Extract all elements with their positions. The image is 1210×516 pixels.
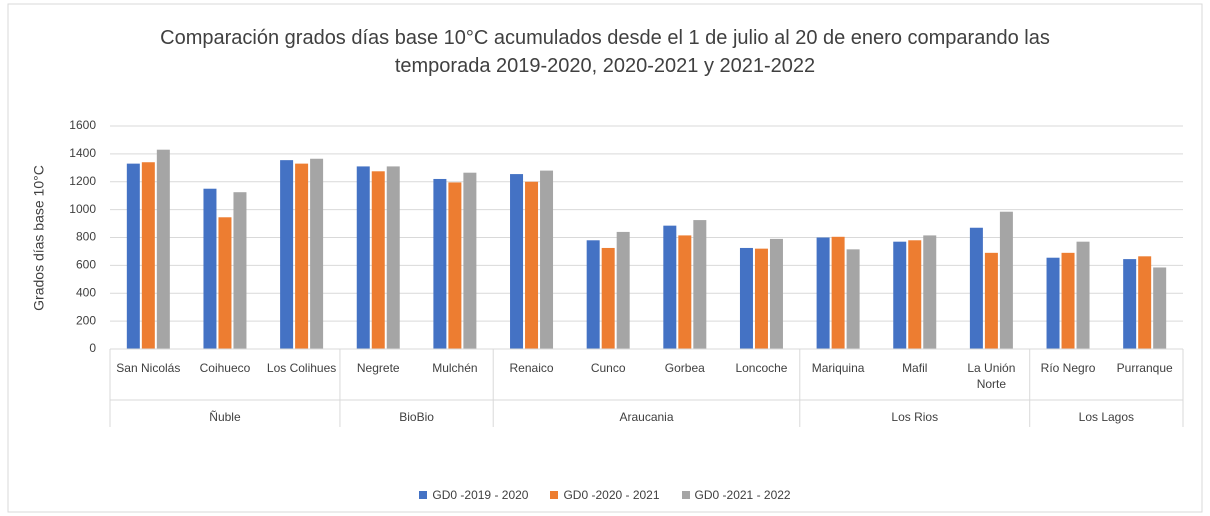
bar bbox=[233, 192, 247, 349]
x-tick-label: Renaico bbox=[509, 361, 554, 375]
bar bbox=[371, 171, 385, 349]
legend-label: GD0 -2019 - 2020 bbox=[432, 488, 529, 502]
bar bbox=[846, 249, 860, 349]
bar bbox=[356, 166, 370, 349]
bar bbox=[693, 220, 707, 349]
group-label: Araucania bbox=[619, 410, 673, 424]
y-tick-label: 800 bbox=[76, 230, 96, 244]
bar bbox=[663, 225, 677, 349]
x-tick-label: La Unión Norte bbox=[967, 361, 1016, 391]
x-tick-label: Mafil bbox=[902, 361, 928, 375]
legend-item: GD0 -2021 - 2022 bbox=[681, 488, 791, 502]
bar bbox=[1061, 252, 1075, 349]
x-tick-label: Mulchén bbox=[432, 361, 478, 375]
bar bbox=[525, 181, 539, 349]
bar bbox=[203, 188, 217, 349]
legend-label: GD0 -2021 - 2022 bbox=[694, 488, 791, 502]
bar bbox=[739, 247, 753, 349]
y-tick-label: 1200 bbox=[69, 174, 96, 188]
bar bbox=[816, 237, 830, 349]
y-tick-label: 200 bbox=[76, 313, 96, 327]
bar bbox=[156, 149, 170, 349]
bar bbox=[218, 217, 232, 349]
group-label: Los Rios bbox=[891, 410, 938, 424]
group-label: Los Lagos bbox=[1079, 410, 1134, 424]
y-tick-label: 400 bbox=[76, 285, 96, 299]
x-tick-label: Negrete bbox=[356, 361, 400, 375]
y-tick-label: 1000 bbox=[69, 202, 96, 216]
bar bbox=[126, 163, 140, 349]
bar bbox=[999, 211, 1013, 349]
bar bbox=[510, 174, 524, 349]
bar bbox=[295, 163, 309, 349]
y-tick-label: 1400 bbox=[69, 146, 96, 160]
bar bbox=[448, 182, 462, 349]
chart-border bbox=[7, 3, 1203, 513]
bar bbox=[769, 238, 783, 349]
bar bbox=[1046, 257, 1060, 349]
legend-swatch bbox=[681, 491, 690, 499]
bar bbox=[678, 235, 692, 349]
group-label: BioBio bbox=[399, 410, 434, 424]
y-tick-label: 1600 bbox=[69, 118, 96, 132]
bar bbox=[831, 236, 845, 349]
bar bbox=[601, 247, 615, 349]
legend-swatch bbox=[419, 491, 428, 499]
y-tick-label: 0 bbox=[89, 341, 96, 355]
x-tick-label: Coihueco bbox=[199, 361, 251, 375]
bar bbox=[433, 178, 447, 349]
bar bbox=[586, 240, 600, 349]
bar bbox=[1123, 259, 1137, 349]
y-axis-title: Grados días base 10°C bbox=[31, 165, 47, 311]
group-label: Ñuble bbox=[209, 410, 241, 424]
bar bbox=[984, 252, 998, 349]
bar bbox=[280, 160, 294, 349]
x-tick-label: Los Colihues bbox=[266, 361, 337, 375]
x-tick-label: Loncoche bbox=[735, 361, 788, 375]
x-tick-label: San Nicolás bbox=[116, 361, 181, 375]
bar bbox=[1138, 256, 1152, 349]
x-tick-label: Gorbea bbox=[664, 361, 705, 375]
bar bbox=[893, 241, 907, 349]
x-tick-label: Mariquina bbox=[811, 361, 865, 375]
legend: GD0 -2019 - 2020 GD0 -2020 - 2021 GD0 -202… bbox=[0, 488, 1210, 502]
bar bbox=[1153, 267, 1167, 349]
bar bbox=[386, 166, 400, 349]
bar bbox=[141, 162, 155, 349]
bar bbox=[908, 240, 922, 349]
chart-title: Comparación grados días base 10°C acumul… bbox=[160, 27, 1050, 77]
bar bbox=[1076, 241, 1090, 349]
legend-item: GD0 -2019 - 2020 bbox=[419, 488, 528, 502]
x-tick-label: Río Negro bbox=[1040, 361, 1096, 375]
legend-swatch bbox=[550, 491, 559, 499]
bar bbox=[923, 235, 937, 349]
bar bbox=[540, 170, 554, 349]
bar bbox=[310, 158, 324, 349]
x-tick-label: Purranque bbox=[1116, 361, 1173, 375]
legend-item: GD0 -2020 - 2021 bbox=[550, 488, 660, 502]
bar bbox=[754, 248, 768, 349]
legend-label: GD0 -2020 - 2021 bbox=[563, 488, 660, 502]
bar bbox=[969, 227, 983, 349]
y-tick-label: 600 bbox=[76, 258, 96, 272]
bar bbox=[463, 172, 477, 349]
x-tick-label: Cunco bbox=[590, 361, 626, 375]
bar bbox=[616, 231, 630, 349]
